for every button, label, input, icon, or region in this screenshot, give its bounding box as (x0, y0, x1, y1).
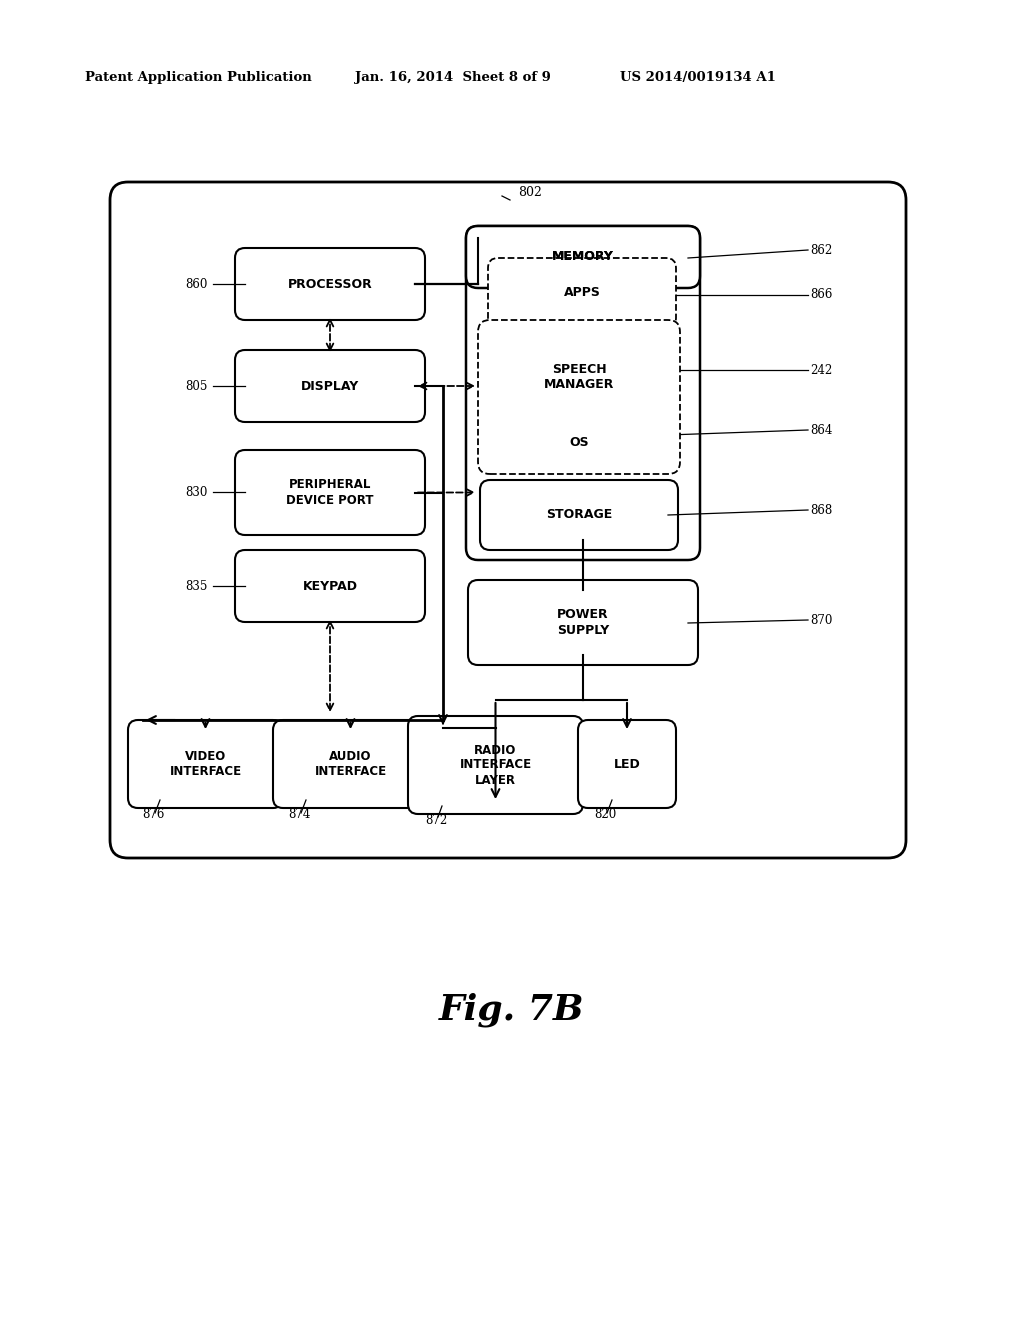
Text: Fig. 7B: Fig. 7B (439, 993, 585, 1027)
Text: PROCESSOR: PROCESSOR (288, 277, 373, 290)
Text: PERIPHERAL
DEVICE PORT: PERIPHERAL DEVICE PORT (287, 479, 374, 507)
FancyBboxPatch shape (408, 715, 583, 814)
FancyBboxPatch shape (488, 257, 676, 327)
Text: AUDIO
INTERFACE: AUDIO INTERFACE (314, 750, 387, 777)
FancyBboxPatch shape (234, 550, 425, 622)
Text: KEYPAD: KEYPAD (302, 579, 357, 593)
Text: LED: LED (613, 758, 640, 771)
Text: RADIO
INTERFACE
LAYER: RADIO INTERFACE LAYER (460, 743, 531, 787)
FancyBboxPatch shape (478, 319, 680, 474)
Text: MEMORY: MEMORY (552, 251, 614, 264)
Text: VIDEO
INTERFACE: VIDEO INTERFACE (169, 750, 242, 777)
Text: 820: 820 (594, 808, 616, 821)
Text: APPS: APPS (563, 286, 600, 300)
Text: POWER
SUPPLY: POWER SUPPLY (557, 609, 609, 636)
Text: 805: 805 (185, 380, 208, 392)
FancyBboxPatch shape (578, 719, 676, 808)
Text: 876: 876 (142, 808, 165, 821)
FancyBboxPatch shape (466, 226, 700, 288)
Text: 835: 835 (185, 579, 208, 593)
FancyBboxPatch shape (468, 579, 698, 665)
Text: Patent Application Publication: Patent Application Publication (85, 71, 311, 84)
Text: 872: 872 (425, 813, 447, 826)
Text: 862: 862 (810, 243, 833, 256)
FancyBboxPatch shape (128, 719, 283, 808)
Text: 802: 802 (518, 186, 542, 198)
FancyBboxPatch shape (466, 226, 700, 560)
Text: DISPLAY: DISPLAY (301, 380, 359, 392)
Text: OS: OS (569, 436, 589, 449)
Text: STORAGE: STORAGE (546, 508, 612, 521)
Text: 242: 242 (810, 363, 833, 376)
Text: SPEECH
MANAGER: SPEECH MANAGER (544, 363, 614, 391)
Text: 866: 866 (810, 289, 833, 301)
Text: Jan. 16, 2014  Sheet 8 of 9: Jan. 16, 2014 Sheet 8 of 9 (355, 71, 551, 84)
FancyBboxPatch shape (234, 248, 425, 319)
FancyBboxPatch shape (480, 480, 678, 550)
Text: MEMORY: MEMORY (552, 251, 614, 264)
Text: 864: 864 (810, 424, 833, 437)
Text: US 2014/0019134 A1: US 2014/0019134 A1 (620, 71, 776, 84)
FancyBboxPatch shape (234, 450, 425, 535)
FancyBboxPatch shape (273, 719, 428, 808)
FancyBboxPatch shape (234, 350, 425, 422)
Text: 830: 830 (185, 486, 208, 499)
FancyBboxPatch shape (110, 182, 906, 858)
Text: 868: 868 (810, 503, 833, 516)
Text: 860: 860 (185, 277, 208, 290)
Text: 874: 874 (288, 808, 310, 821)
Text: 870: 870 (810, 614, 833, 627)
